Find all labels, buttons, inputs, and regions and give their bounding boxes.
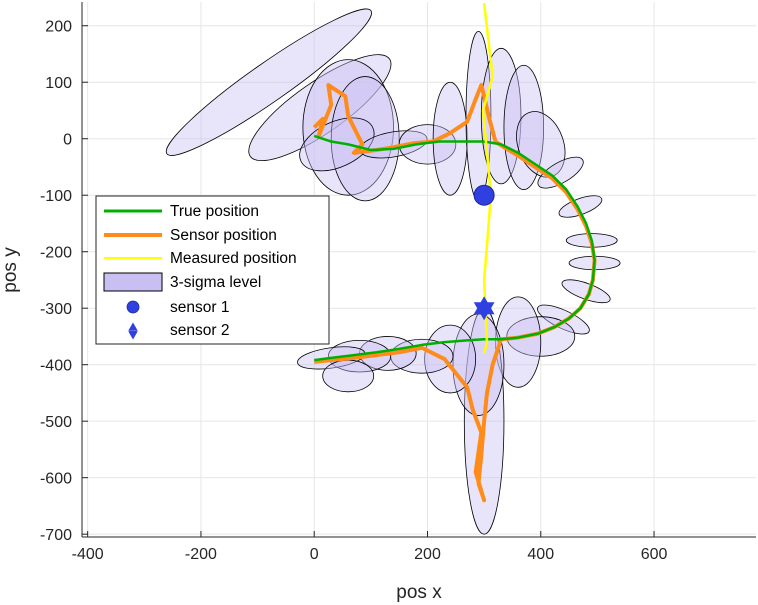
legend-label-measured-position: Measured position bbox=[170, 250, 297, 267]
y-tick-label: -200 bbox=[40, 245, 72, 262]
legend-swatch-3-sigma bbox=[103, 272, 163, 292]
x-tick-label: -400 bbox=[72, 546, 104, 563]
y-axis-label: pos y bbox=[0, 247, 21, 293]
legend-box bbox=[95, 195, 330, 345]
legend-label-sensor-position: Sensor position bbox=[170, 227, 277, 244]
y-tick-label: -100 bbox=[40, 188, 72, 205]
x-tick-label: 0 bbox=[310, 546, 319, 563]
y-tick-label: -700 bbox=[40, 527, 72, 544]
y-tick-label: 0 bbox=[63, 132, 72, 149]
sigma-ellipse-0 bbox=[165, 8, 372, 156]
legend-swatch-sensor-1 bbox=[126, 300, 140, 314]
legend-label-true-position: True position bbox=[170, 203, 259, 220]
y-tick-label: -300 bbox=[40, 301, 72, 318]
sensor-markers bbox=[473, 184, 495, 321]
legend-label-sensor-2: sensor 2 bbox=[170, 322, 229, 339]
sigma-ellipse-12 bbox=[537, 156, 584, 189]
x-axis-label: pos x bbox=[396, 582, 442, 603]
legend-swatch-sensor-2-star bbox=[127, 322, 139, 340]
axes bbox=[81, 2, 756, 538]
legend-label-sensor-1: sensor 1 bbox=[170, 299, 229, 316]
y-tick-label: 100 bbox=[45, 75, 72, 92]
legend: True position Sensor position Measured p… bbox=[95, 195, 330, 345]
sigma-ellipse-1 bbox=[248, 54, 392, 162]
sensor-2-marker-inv bbox=[473, 302, 495, 321]
true-position-line bbox=[313, 134, 596, 362]
sigma-ellipse-13 bbox=[558, 195, 603, 218]
x-tick-label: 600 bbox=[641, 546, 668, 563]
x-tick-label: 400 bbox=[527, 546, 554, 563]
y-tick-label: -500 bbox=[40, 414, 72, 431]
grid-lines bbox=[82, 2, 756, 537]
sigma-ellipse-10 bbox=[503, 64, 545, 190]
y-tick-label: -400 bbox=[40, 358, 72, 375]
x-tick-label: -200 bbox=[185, 546, 217, 563]
y-tick-label: 200 bbox=[45, 19, 72, 36]
sigma-ellipse-16 bbox=[561, 279, 611, 304]
sigma-ellipse-27 bbox=[322, 359, 375, 393]
sigma-ellipse-2 bbox=[302, 59, 394, 196]
legend-label-3-sigma: 3-sigma level bbox=[170, 274, 261, 291]
y-tick-label: -600 bbox=[40, 471, 72, 488]
x-tick-label: 200 bbox=[414, 546, 441, 563]
sigma-ellipse-7 bbox=[432, 81, 468, 196]
sigma-ellipse-19 bbox=[495, 296, 542, 388]
tick-labels: -400 -200 0 200 400 600 200 100 0 -100 -200 -300 -40… bbox=[40, 19, 668, 563]
sensor-1-marker bbox=[473, 184, 495, 206]
